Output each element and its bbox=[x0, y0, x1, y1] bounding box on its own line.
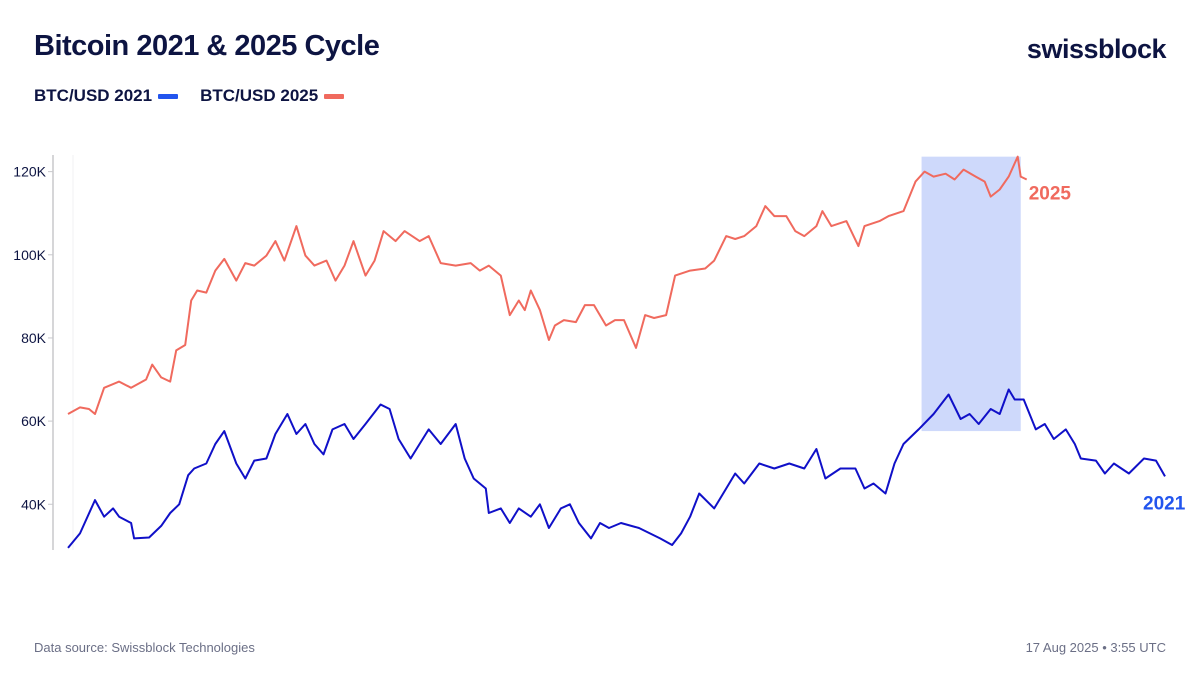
legend-item-2021: BTC/USD 2021 bbox=[34, 86, 179, 106]
legend-swatch-2021 bbox=[158, 93, 179, 99]
legend-label-2025: BTC/USD 2025 bbox=[200, 86, 319, 105]
chart-title: Bitcoin 2021 & 2025 Cycle bbox=[34, 30, 380, 62]
series-line-2021 bbox=[67, 388, 1166, 549]
series-end-label-2025: 2025 bbox=[1029, 184, 1072, 205]
series-end-label-2021: 2021 bbox=[1143, 493, 1186, 514]
timestamp: 17 Aug 2025 • 3:55 UTC bbox=[1025, 640, 1166, 655]
series-line-2025 bbox=[67, 155, 1028, 415]
highlight-band bbox=[921, 156, 1021, 432]
y-tick-label: 120K bbox=[13, 164, 46, 180]
data-source: Data source: Swissblock Technologies bbox=[34, 640, 255, 655]
legend: BTC/USD 2021 BTC/USD 2025 bbox=[34, 86, 345, 106]
legend-swatch-2025 bbox=[324, 93, 345, 99]
swissblock-logo: swissblock bbox=[1026, 34, 1167, 64]
y-tick-label: 40K bbox=[21, 496, 47, 512]
y-tick-label: 60K bbox=[21, 413, 47, 429]
legend-item-2025: BTC/USD 2025 bbox=[200, 86, 345, 106]
legend-label-2021: BTC/USD 2021 bbox=[34, 86, 153, 105]
y-tick-label: 80K bbox=[21, 330, 47, 346]
y-tick-label: 100K bbox=[13, 247, 46, 263]
